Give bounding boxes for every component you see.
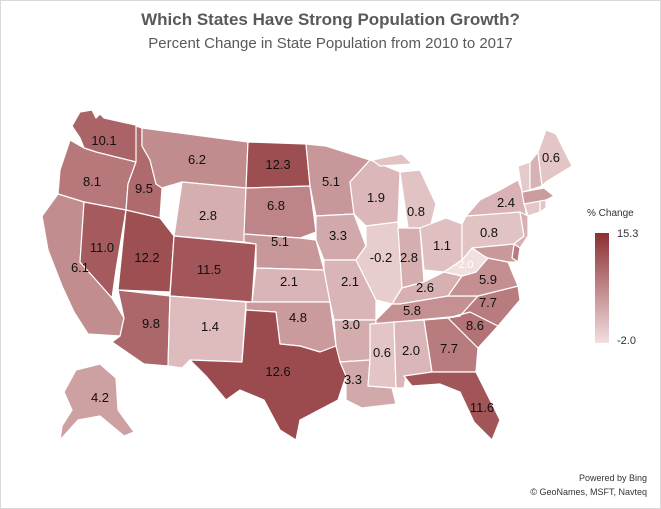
label-oh: 1.1 xyxy=(433,238,451,253)
label-in: 2.8 xyxy=(400,250,418,265)
label-az: 9.8 xyxy=(142,316,160,331)
label-id: 9.5 xyxy=(135,181,153,196)
label-ia: 3.3 xyxy=(329,228,347,243)
state-ak[interactable] xyxy=(59,363,135,441)
label-ky: 2.6 xyxy=(416,280,434,295)
state-me[interactable] xyxy=(537,129,573,187)
label-ar: 3.0 xyxy=(342,317,360,332)
map-subtitle: Percent Change in State Population from … xyxy=(148,35,513,52)
label-co: 11.5 xyxy=(197,262,221,277)
label-ms: 0.6 xyxy=(373,345,391,360)
label-pa: 0.8 xyxy=(480,225,498,240)
label-wy: 2.8 xyxy=(199,208,217,223)
state-sd[interactable] xyxy=(243,185,317,239)
state-md[interactable] xyxy=(471,243,519,263)
state-ri[interactable] xyxy=(539,199,547,213)
label-tx: 12.6 xyxy=(265,364,290,379)
state-fl[interactable] xyxy=(403,371,501,441)
credit-sources: © GeoNames, MSFT, Navteq xyxy=(530,487,647,497)
label-il: -0.2 xyxy=(370,250,392,265)
state-nv[interactable] xyxy=(79,201,127,299)
label-mt: 6.2 xyxy=(188,152,206,167)
state-mi[interactable] xyxy=(371,153,437,229)
label-nc: 7.7 xyxy=(479,295,497,310)
legend-title: % Change xyxy=(587,208,634,219)
credit-powered-by: Powered by Bing xyxy=(578,473,647,483)
legend-color-scale xyxy=(595,233,609,343)
label-ne: 5.1 xyxy=(271,234,289,249)
label-ga: 7.7 xyxy=(440,341,458,356)
label-fl: 11.6 xyxy=(470,400,494,415)
label-nm: 1.4 xyxy=(201,319,219,334)
label-sd: 6.8 xyxy=(267,198,285,213)
state-tx[interactable] xyxy=(189,309,347,441)
label-sc: 8.6 xyxy=(466,318,484,333)
label-tn: 5.8 xyxy=(403,303,421,318)
label-me: 0.6 xyxy=(542,150,560,165)
map-title: Which States Have Strong Population Grow… xyxy=(141,10,520,29)
label-ok: 4.8 xyxy=(289,310,307,325)
label-ks: 2.1 xyxy=(280,274,298,289)
label-wi: 1.9 xyxy=(367,190,385,205)
label-ut: 12.2 xyxy=(134,250,159,265)
state-ms[interactable] xyxy=(367,321,397,389)
legend-max-label: 15.3 xyxy=(617,228,639,240)
label-or: 8.1 xyxy=(83,174,101,189)
label-al: 2.0 xyxy=(402,343,420,358)
label-nv: 11.0 xyxy=(90,240,114,255)
label-ny: 2.4 xyxy=(497,195,515,210)
label-wa: 10.1 xyxy=(91,133,116,148)
state-ma[interactable] xyxy=(521,187,555,205)
state-ga[interactable] xyxy=(423,317,479,373)
label-mn: 5.1 xyxy=(322,174,340,189)
label-mi: 0.8 xyxy=(407,204,425,219)
legend-min-label: -2.0 xyxy=(617,335,636,347)
state-value-labels: 10.1 8.1 6.1 11.0 9.5 6.2 2.8 12.2 9.8 1… xyxy=(71,133,560,415)
label-mo: 2.1 xyxy=(341,274,359,289)
label-va: 5.9 xyxy=(479,272,497,287)
label-ca: 6.1 xyxy=(71,260,89,275)
label-wv: -2.0 xyxy=(455,259,474,271)
label-nd: 12.3 xyxy=(265,157,290,172)
label-la: 3.3 xyxy=(344,372,362,387)
label-ak: 4.2 xyxy=(91,390,109,405)
